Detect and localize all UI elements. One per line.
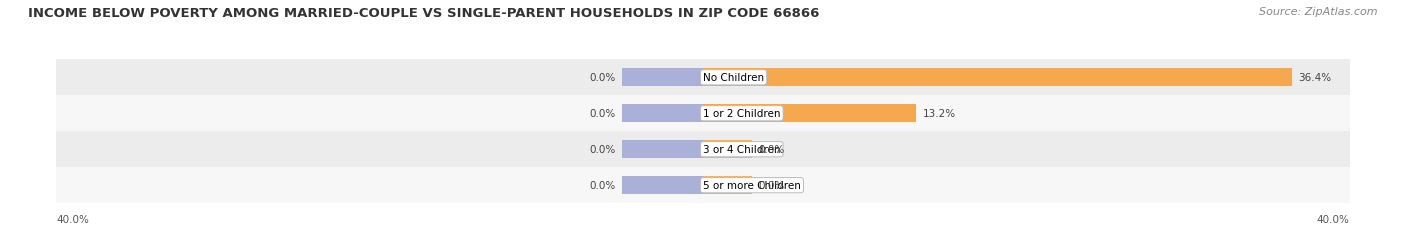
- Text: 0.0%: 0.0%: [589, 145, 616, 155]
- Bar: [56, 96, 1350, 132]
- Text: 1 or 2 Children: 1 or 2 Children: [703, 109, 780, 119]
- Text: 40.0%: 40.0%: [56, 214, 89, 225]
- Bar: [623, 141, 703, 158]
- Bar: [703, 69, 1292, 87]
- Text: Source: ZipAtlas.com: Source: ZipAtlas.com: [1260, 7, 1378, 17]
- Text: 0.0%: 0.0%: [758, 180, 785, 190]
- Text: 0.0%: 0.0%: [758, 145, 785, 155]
- Bar: [623, 105, 703, 123]
- Text: No Children: No Children: [703, 73, 763, 83]
- Bar: [623, 69, 703, 87]
- Text: 0.0%: 0.0%: [589, 109, 616, 119]
- Text: 40.0%: 40.0%: [1317, 214, 1350, 225]
- Text: 5 or more Children: 5 or more Children: [703, 180, 801, 190]
- Bar: [56, 132, 1350, 167]
- Text: 13.2%: 13.2%: [922, 109, 956, 119]
- Bar: [703, 105, 917, 123]
- Bar: [703, 176, 752, 194]
- Bar: [56, 60, 1350, 96]
- Bar: [623, 176, 703, 194]
- Bar: [56, 167, 1350, 203]
- Text: 36.4%: 36.4%: [1298, 73, 1331, 83]
- Text: 0.0%: 0.0%: [589, 73, 616, 83]
- Text: 0.0%: 0.0%: [589, 180, 616, 190]
- Text: 3 or 4 Children: 3 or 4 Children: [703, 145, 780, 155]
- Bar: [703, 141, 752, 158]
- Text: INCOME BELOW POVERTY AMONG MARRIED-COUPLE VS SINGLE-PARENT HOUSEHOLDS IN ZIP COD: INCOME BELOW POVERTY AMONG MARRIED-COUPL…: [28, 7, 820, 20]
